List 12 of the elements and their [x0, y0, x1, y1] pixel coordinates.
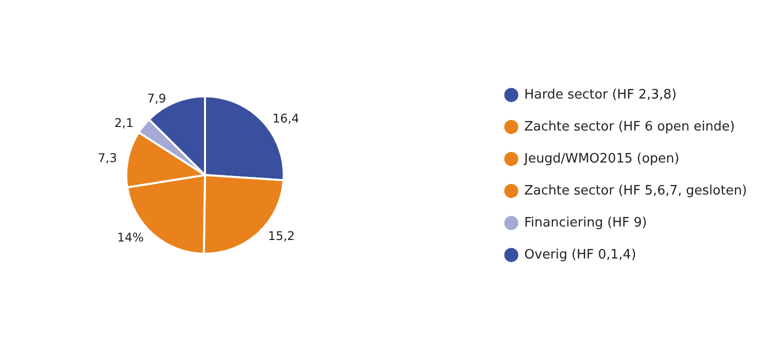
data-label: 16,4: [272, 111, 300, 126]
data-label: 7,9: [147, 92, 166, 106]
data-label: 14%: [117, 230, 144, 245]
data-label: 7,3: [98, 150, 118, 165]
data-label: 15,2: [268, 228, 295, 243]
legend-label: Overig (HF 0,1,4): [524, 248, 636, 262]
legend-label: Zachte sector (HF 6 open einde): [524, 120, 735, 134]
legend-label: Jeugd/WMO2015 (open): [523, 152, 680, 166]
legend-label: Zachte sector (HF 5,6,7, gesloten): [524, 184, 748, 198]
data-label: 2,1: [114, 116, 134, 130]
legend-label: Harde sector (HF 2,3,8): [524, 88, 677, 102]
legend-label: Financiering (HF 9): [524, 216, 648, 230]
